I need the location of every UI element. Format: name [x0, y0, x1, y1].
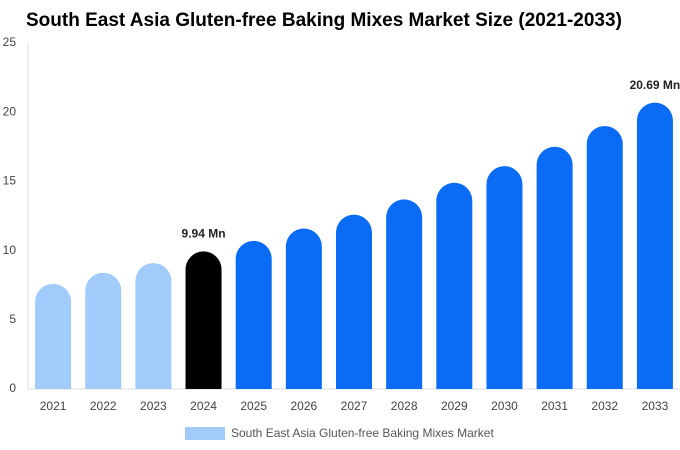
x-tick-label: 2033 [642, 399, 669, 413]
y-tick-label: 25 [3, 35, 17, 49]
legend-swatch [185, 427, 225, 440]
legend-label: South East Asia Gluten-free Baking Mixes… [231, 426, 494, 440]
bar [336, 214, 372, 389]
bar [85, 272, 122, 389]
chart-title: South East Asia Gluten-free Baking Mixes… [26, 10, 622, 31]
x-tick-label: 2030 [491, 399, 518, 413]
y-tick-label: 15 [3, 174, 17, 188]
x-tick-label: 2025 [240, 399, 267, 413]
x-tick-label: 2029 [441, 399, 468, 413]
bar [185, 251, 222, 389]
bar [436, 182, 473, 389]
bar [235, 240, 272, 389]
value-label: 20.69 Mn [630, 78, 680, 92]
x-tick-label: 2031 [541, 399, 568, 413]
bar [486, 166, 523, 389]
x-tick-label: 2021 [40, 399, 67, 413]
bar [386, 199, 423, 389]
y-tick-label: 0 [9, 381, 16, 395]
x-tick-label: 2022 [90, 399, 117, 413]
x-tick-label: 2032 [591, 399, 618, 413]
x-tick-label: 2026 [290, 399, 317, 413]
x-tick-label: 2027 [341, 399, 368, 413]
bar [135, 263, 172, 389]
y-tick-label: 5 [9, 312, 16, 326]
bar [536, 146, 573, 389]
x-tick-label: 2024 [190, 399, 217, 413]
bar [636, 102, 673, 390]
bar [285, 228, 322, 389]
x-tick-label: 2028 [391, 399, 418, 413]
y-tick-label: 20 [3, 104, 17, 118]
y-tick-label: 10 [3, 243, 17, 257]
bar [35, 283, 72, 389]
value-label: 9.94 Mn [182, 227, 226, 241]
bar [586, 126, 623, 390]
x-tick-label: 2023 [140, 399, 167, 413]
